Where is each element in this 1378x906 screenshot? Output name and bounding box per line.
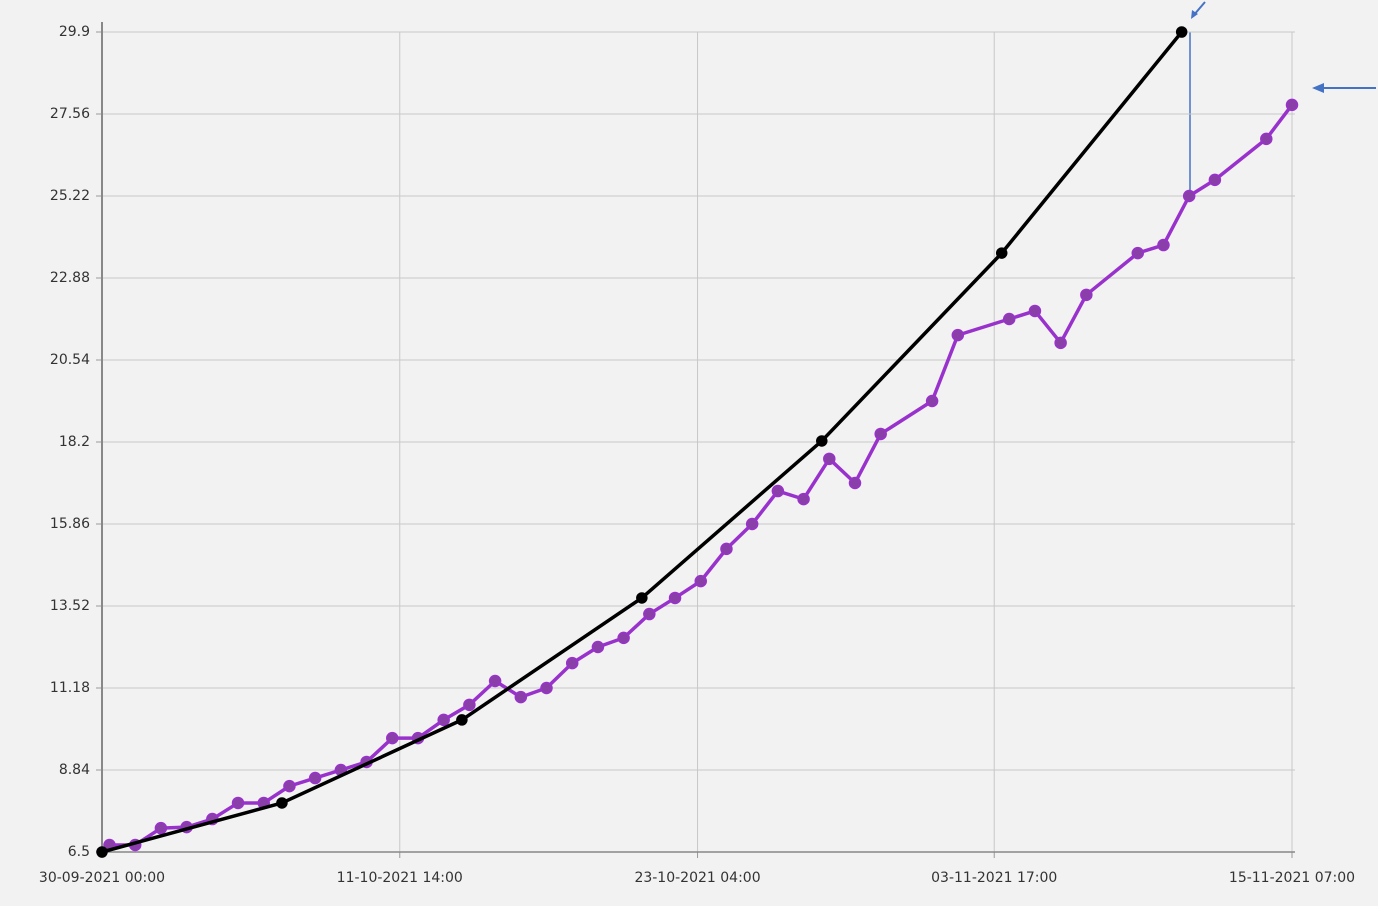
point (283, 779, 296, 793)
point (437, 713, 450, 727)
y-tick-label: 18.2 (59, 434, 90, 450)
point (848, 476, 862, 490)
annotation-arrowhead (1191, 10, 1198, 19)
point (96, 846, 108, 858)
point (386, 731, 399, 745)
point (771, 484, 785, 498)
y-tick-label: 8.84 (59, 762, 90, 778)
point (231, 796, 245, 810)
y-tick-label: 11.18 (50, 680, 90, 696)
point (1054, 336, 1067, 350)
point (488, 674, 502, 688)
point (720, 542, 733, 556)
point (745, 517, 759, 531)
x-tick-label: 15-11-2021 07:00 (1229, 870, 1355, 886)
point (823, 452, 836, 466)
point (643, 607, 656, 621)
point (1208, 173, 1222, 187)
point (925, 394, 939, 408)
annotation-arrowhead (1312, 83, 1324, 93)
point (591, 640, 605, 654)
point (617, 631, 630, 645)
x-tick-label: 03-11-2021 17:00 (931, 870, 1057, 886)
y-tick-label: 6.5 (68, 844, 90, 860)
y-tick-label: 22.88 (50, 270, 90, 286)
point (874, 427, 887, 441)
point (456, 714, 468, 726)
y-tick-label: 27.56 (50, 106, 90, 122)
point (308, 771, 322, 785)
point (154, 821, 168, 835)
point (1028, 304, 1042, 318)
point (463, 698, 476, 712)
x-tick-label: 11-10-2021 14:00 (337, 870, 463, 886)
y-tick-label: 15.86 (50, 516, 90, 532)
y-tick-label: 20.54 (50, 352, 90, 368)
x-tick-label: 30-09-2021 00:00 (39, 870, 165, 886)
point (1260, 132, 1273, 146)
point (1157, 238, 1170, 252)
point (951, 328, 965, 342)
point (1175, 26, 1188, 38)
point (1182, 189, 1196, 203)
x-tick-label: 23-10-2021 04:00 (634, 870, 760, 886)
point (276, 797, 288, 809)
point (1285, 98, 1299, 112)
y-tick-label: 13.52 (50, 598, 90, 614)
point (1131, 246, 1145, 260)
y-tick-label: 29.9 (59, 24, 90, 40)
point (540, 681, 553, 695)
point (797, 492, 810, 506)
y-tick-label: 25.22 (50, 188, 90, 204)
point (1080, 288, 1093, 302)
point (816, 435, 828, 447)
point (514, 690, 528, 704)
point (636, 592, 648, 604)
point (565, 656, 579, 670)
point (995, 247, 1008, 259)
point (1002, 312, 1016, 326)
point (668, 591, 682, 605)
point (694, 574, 707, 588)
